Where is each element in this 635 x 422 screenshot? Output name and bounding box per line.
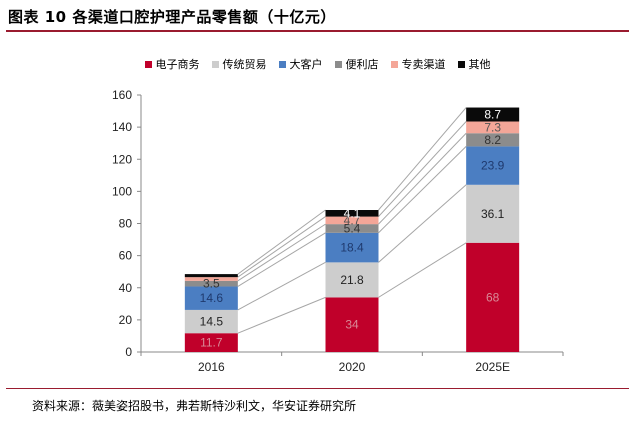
legend-item: 传统贸易: [211, 56, 267, 72]
y-tick-label: 80: [119, 217, 133, 231]
legend-label: 电子商务: [155, 58, 200, 71]
connector-line: [237, 232, 326, 287]
data-label: 5.4: [344, 221, 361, 235]
legend-item: 专卖渠道: [390, 56, 446, 72]
y-tick-label: 140: [112, 120, 132, 134]
legend-swatch: [390, 60, 398, 68]
legend-swatch: [457, 60, 465, 68]
connector-line: [237, 296, 326, 334]
x-tick-label: 2016: [198, 360, 225, 374]
connector-line: [378, 146, 467, 234]
x-tick-label: 2020: [339, 360, 366, 374]
connector-line: [378, 121, 467, 217]
data-label: 21.8: [340, 273, 364, 287]
bar-segment: [325, 262, 379, 298]
data-label: 14.5: [200, 315, 224, 329]
source-divider: [6, 388, 629, 389]
y-tick-label: 120: [112, 152, 132, 166]
bar-segment: [325, 216, 379, 225]
connector-line: [378, 242, 467, 298]
data-label: 23.9: [481, 159, 505, 173]
legend-item: 大客户: [278, 56, 323, 72]
data-label: 8.7: [484, 108, 501, 122]
legend-item: 其他: [457, 56, 491, 72]
connector-line: [237, 216, 326, 278]
legend-item: 电子商务: [144, 56, 200, 72]
connector-line: [378, 107, 467, 211]
bar-segment: [325, 210, 379, 217]
bar-segment: [184, 286, 238, 310]
data-label: 11.7: [200, 336, 223, 350]
bar-segment: [466, 133, 520, 147]
x-tick-label: 2025E: [475, 360, 510, 374]
source-note: 资料来源：薇美姿招股书，弗若斯特沙利文，华安证券研究所: [32, 399, 357, 413]
data-label: 4.1: [344, 206, 361, 220]
connector-line: [378, 184, 467, 263]
legend-label: 大客户: [289, 58, 323, 71]
connector-line: [237, 261, 326, 311]
y-tick-label: 0: [125, 345, 132, 359]
legend-label: 传统贸易: [222, 58, 267, 71]
connector-line: [237, 223, 326, 282]
legend-item: 便利店: [334, 56, 379, 72]
y-tick-label: 100: [112, 184, 132, 198]
bar-segment: [466, 146, 520, 185]
bar-segment: [466, 121, 520, 134]
bar-segment: [325, 297, 379, 352]
title-divider: [6, 30, 629, 32]
data-label: 14.6: [200, 291, 224, 305]
figure-title: 图表 10 各渠道口腔护理产品零售额（十亿元）: [8, 8, 336, 26]
bar-segment: [466, 107, 520, 122]
legend-swatch: [211, 60, 219, 68]
bar-segment: [325, 232, 379, 263]
bar-segment: [184, 280, 238, 287]
chart-legend: 电子商务 传统贸易 大客户 便利店 专卖渠道 其他: [0, 56, 635, 72]
connector-line: [378, 132, 467, 225]
data-label: 8.2: [484, 133, 501, 147]
bar-segment: [184, 333, 238, 352]
data-label: 4.7: [344, 213, 361, 227]
data-label: 68: [486, 290, 500, 304]
data-label: 36.1: [481, 207, 505, 221]
bar-segment: [325, 224, 379, 233]
legend-label: 便利店: [345, 58, 379, 71]
connector-line: [237, 209, 326, 275]
data-label: 7.3: [484, 120, 501, 134]
data-label: 3.5: [203, 277, 220, 291]
y-tick-label: 60: [119, 249, 133, 263]
legend-label: 其他: [468, 58, 491, 71]
bar-segment: [184, 274, 238, 278]
bar-segment: [466, 242, 520, 352]
legend-swatch: [278, 60, 286, 68]
bar-segment: [466, 184, 520, 243]
legend-swatch: [334, 60, 342, 68]
data-label: 34: [345, 318, 359, 332]
y-tick-label: 20: [119, 313, 133, 327]
bar-segment: [184, 277, 238, 281]
y-tick-label: 160: [112, 88, 132, 102]
legend-swatch: [144, 60, 152, 68]
y-tick-label: 40: [119, 281, 133, 295]
legend-label: 专卖渠道: [401, 58, 446, 71]
data-label: 18.4: [340, 241, 364, 255]
bar-segment: [184, 309, 238, 334]
